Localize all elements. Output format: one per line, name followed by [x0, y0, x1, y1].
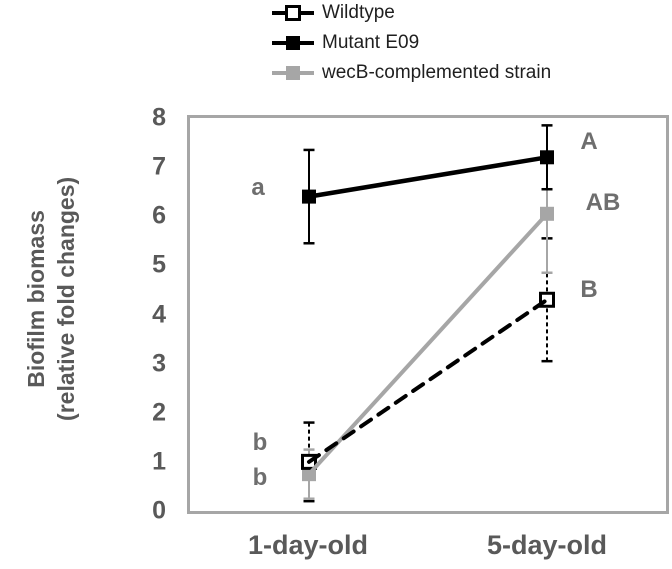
x-category-label-5day: 5-day-old — [486, 530, 608, 560]
y-tick-label-2: 2 — [152, 398, 166, 427]
mutant-marker-icon — [272, 36, 314, 50]
plot-area — [187, 115, 669, 514]
y-axis-title: Biofilm biomass (relative fold changes) — [22, 119, 82, 479]
sig-letter-AB: AB — [585, 189, 621, 216]
legend-item-wildtype: Wildtype — [272, 1, 551, 25]
legend-item-wecb: wecB-complemented strain — [272, 61, 551, 85]
legend-item-mutant: Mutant E09 — [272, 31, 551, 55]
y-tick-label-5: 5 — [152, 250, 166, 279]
y-axis-title-line1: Biofilm biomass — [23, 210, 50, 388]
legend-label-wildtype: Wildtype — [322, 2, 395, 23]
y-tick-label-7: 7 — [152, 152, 166, 181]
legend: Wildtype Mutant E09 wecB-complemented st… — [272, 1, 551, 91]
sig-letter-b2: b — [252, 464, 268, 491]
y-tick-label-0: 0 — [152, 496, 166, 525]
x-category-label-1day: 1-day-old — [247, 530, 369, 560]
legend-label-mutant: Mutant E09 — [322, 32, 420, 53]
y-tick-label-1: 1 — [152, 447, 166, 476]
y-tick-label-3: 3 — [152, 349, 166, 378]
y-tick-label-4: 4 — [152, 300, 166, 328]
wecb-marker-icon — [272, 66, 314, 80]
y-axis-title-line2: (relative fold changes) — [53, 176, 79, 421]
sig-letter-A: A — [580, 128, 598, 155]
sig-letter-a: a — [251, 174, 265, 201]
sig-letter-B: B — [580, 276, 598, 303]
sig-letter-b1: b — [252, 429, 268, 456]
chart-canvas — [301, 124, 555, 503]
y-tick-label-6: 6 — [152, 201, 166, 230]
y-tick-label-8: 8 — [152, 103, 166, 132]
legend-label-wecb: wecB-complemented strain — [322, 62, 552, 83]
wildtype-marker-icon — [272, 5, 314, 21]
